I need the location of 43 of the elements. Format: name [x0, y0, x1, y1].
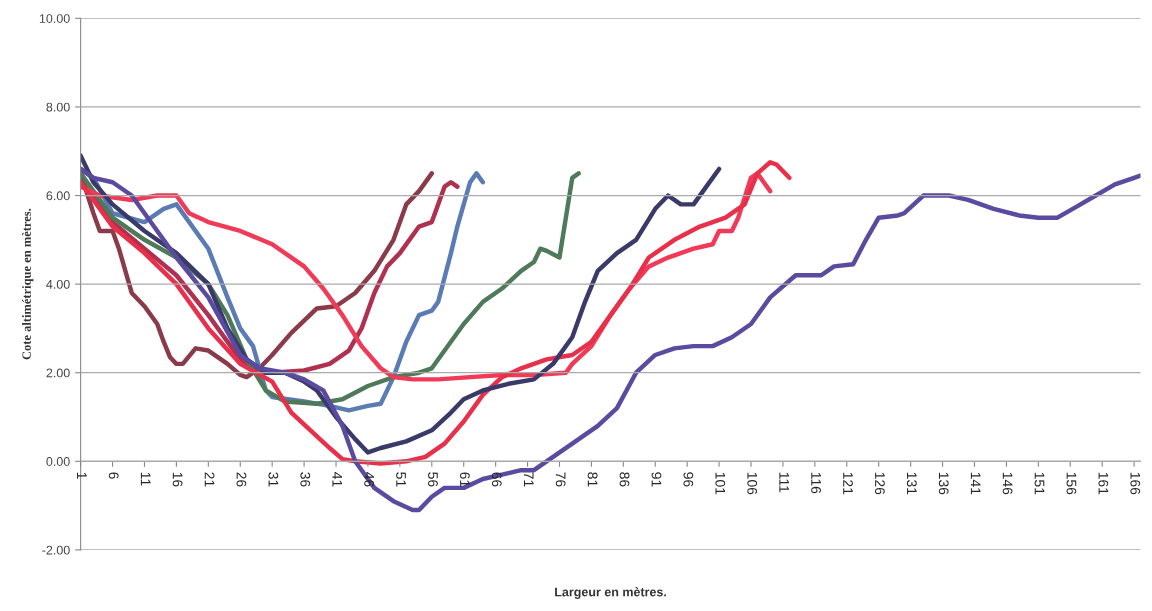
- x-tick-label: 106: [747, 472, 758, 495]
- x-tick-label: 116: [811, 472, 821, 494]
- x-tick-label: 86: [619, 472, 630, 487]
- x-tick-label: 21: [204, 472, 215, 487]
- y-tick-label: 10.00: [39, 14, 70, 23]
- y-tick-label: 4.00: [46, 279, 70, 289]
- x-tick-label: 111: [779, 472, 789, 493]
- x-tick-label: 71: [523, 472, 534, 487]
- x-tick-label: 11: [140, 472, 151, 486]
- x-tick-label: 26: [236, 472, 247, 487]
- x-tick-label: 51: [396, 472, 406, 487]
- x-tick-label: 61: [459, 472, 470, 487]
- y-tick-label: 6.00: [46, 191, 70, 201]
- x-tick-label: 151: [1034, 472, 1045, 495]
- x-tick-label: 41: [332, 472, 342, 487]
- y-tick-label: 2.00: [46, 368, 70, 378]
- x-tick-label: 126: [874, 472, 885, 495]
- x-tick-label: 136: [938, 472, 949, 495]
- x-tick-label: 121: [843, 472, 853, 495]
- x-tick-label: 141: [970, 472, 981, 495]
- x-tick-label: 156: [1066, 472, 1077, 495]
- x-tick-label: 56: [428, 472, 438, 487]
- x-tick-label: 1: [77, 472, 87, 479]
- x-tick-label: 76: [555, 472, 566, 487]
- x-axis-title: Largeur en mètres.: [555, 587, 666, 599]
- y-tick-label: -2.00: [42, 545, 70, 555]
- x-tick-label: 81: [587, 472, 598, 487]
- x-tick-label: 146: [1002, 472, 1013, 495]
- x-tick-label: 16: [172, 472, 183, 487]
- x-tick-label: 36: [300, 472, 311, 487]
- y-tick-label: 8.00: [46, 102, 70, 112]
- x-tick-label: 66: [491, 472, 502, 487]
- x-tick-label: 46: [364, 472, 375, 487]
- y-axis-title: Cote altimétrique en mètres.: [22, 208, 34, 360]
- x-tick-label: 166: [1130, 472, 1141, 495]
- x-tick-label: 131: [906, 472, 917, 495]
- x-tick-label: 161: [1098, 472, 1109, 495]
- x-tick-label: 96: [683, 472, 694, 487]
- x-tick-label: 6: [108, 472, 119, 479]
- x-tick-label: 101: [715, 472, 726, 495]
- y-tick-label: 0.00: [46, 457, 70, 466]
- x-tick-label: 31: [268, 472, 279, 487]
- x-tick-label: 91: [651, 472, 662, 487]
